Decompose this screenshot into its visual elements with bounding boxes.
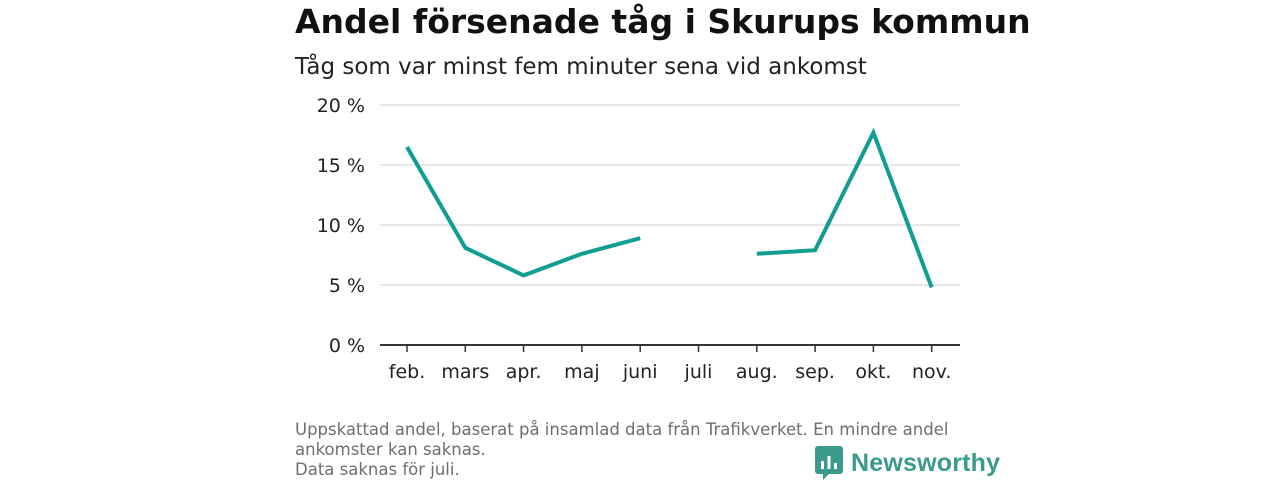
x-tick-label: juli (684, 361, 713, 383)
x-tick-label: sep. (795, 361, 835, 383)
series-line (405, 145, 641, 278)
x-tick-label: apr. (506, 361, 542, 383)
y-tick-label: 5 % (329, 275, 365, 297)
x-tick-label: maj (564, 361, 599, 383)
footnote-line: ankomster kan saknas. (295, 440, 486, 459)
series-lines (405, 127, 934, 289)
chart-title: Andel försenade tåg i Skurups kommun (295, 2, 1031, 41)
x-axis-ticks: feb. mars apr. maj juni juli aug. sep. okt. nov. (389, 345, 951, 383)
footnote-line: Uppskattad andel, baserat på insamlad da… (295, 420, 949, 439)
x-tick-label: juni (622, 361, 658, 383)
footnote-line: Data saknas för juli. (295, 460, 460, 479)
series-line (756, 127, 934, 289)
chart-subtitle: Tåg som var minst fem minuter sena vid a… (295, 54, 867, 80)
y-axis-ticks: 0 % 5 % 10 % 15 % 20 % (317, 95, 365, 357)
x-tick-label: mars (441, 361, 489, 383)
y-tick-label: 0 % (329, 335, 365, 357)
newsworthy-logo-icon (815, 446, 843, 480)
x-tick-label: feb. (389, 361, 425, 383)
line-chart: 0 % 5 % 10 % 15 % 20 % feb. mars apr. maj juni ju… (317, 95, 960, 383)
brand-logo: Newsworthy (815, 446, 1000, 480)
y-tick-label: 10 % (317, 215, 365, 237)
gridlines (380, 104, 960, 346)
x-tick-label: nov. (912, 361, 951, 383)
x-tick-label: aug. (736, 361, 778, 383)
y-tick-label: 15 % (317, 155, 365, 177)
brand-name: Newsworthy (851, 448, 1001, 477)
x-tick-label: okt. (855, 361, 891, 383)
y-tick-label: 20 % (317, 95, 365, 117)
footnote: Uppskattad andel, baserat på insamlad da… (295, 420, 985, 480)
